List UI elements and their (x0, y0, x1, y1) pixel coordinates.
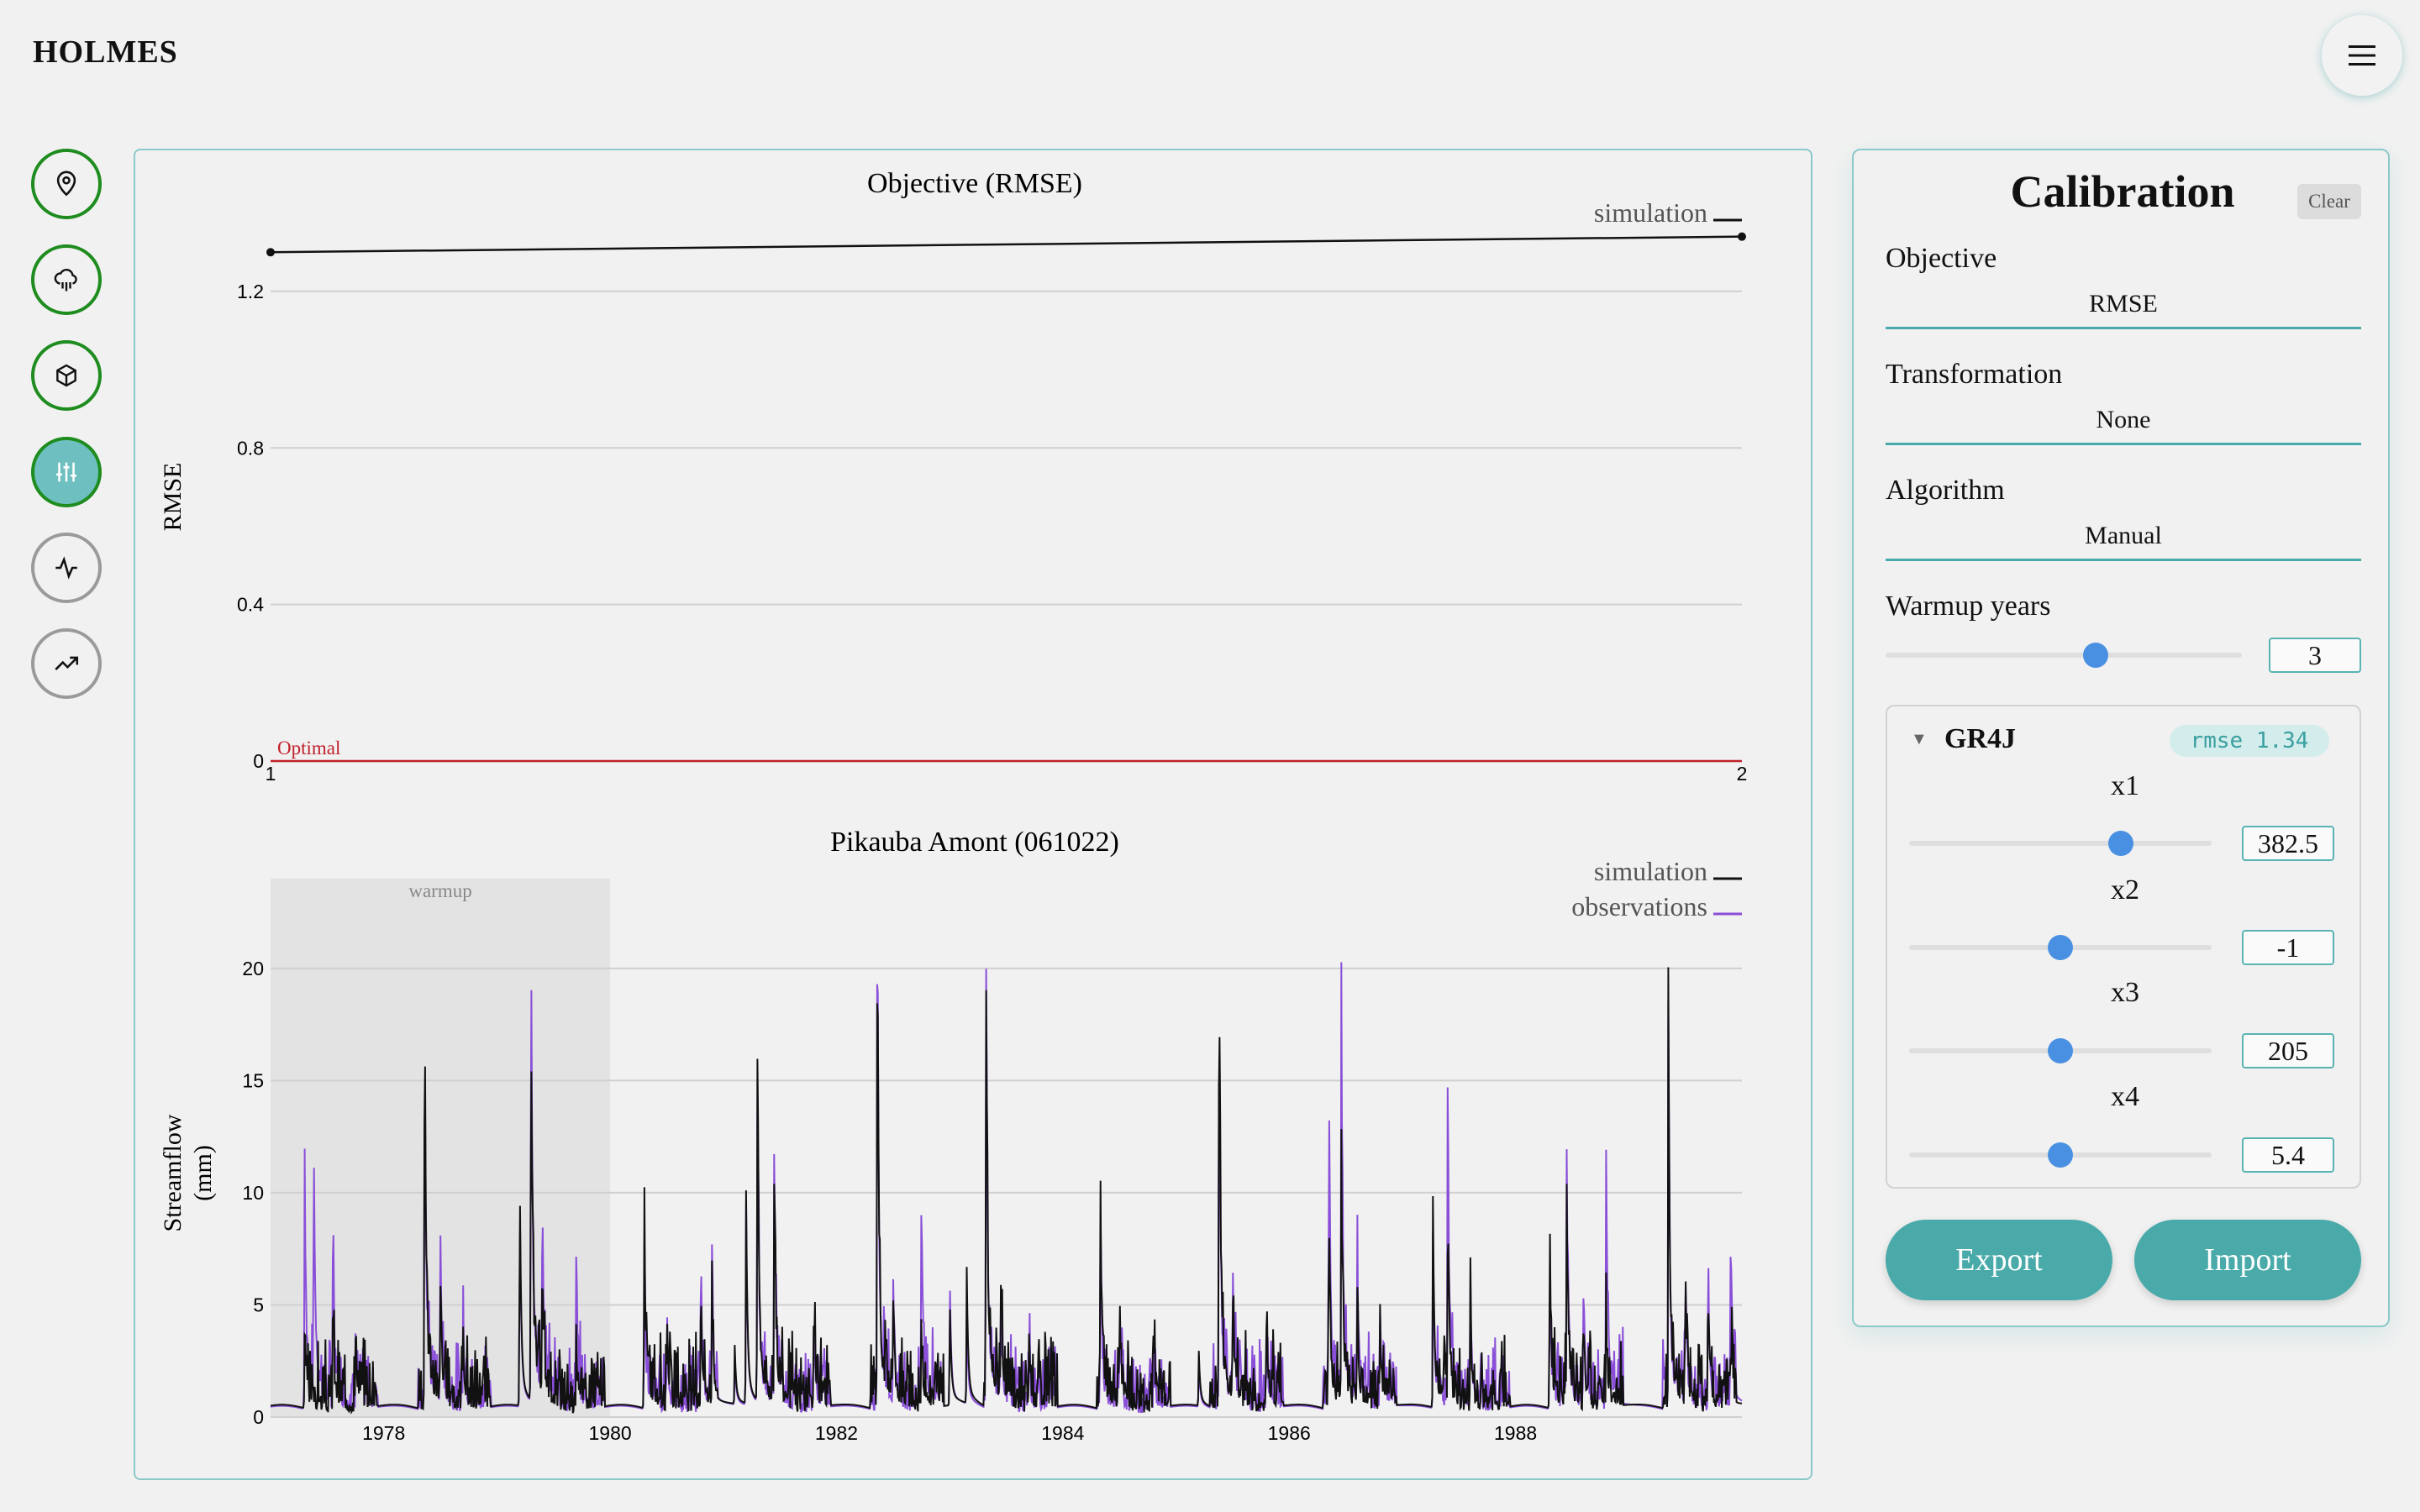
param-slider-x3-thumb[interactable] (2048, 1038, 2073, 1063)
param-label-x4: x4 (2111, 1081, 2139, 1112)
model-name[interactable]: GR4J (1944, 723, 2016, 754)
calibration-title: Calibration (2010, 166, 2235, 217)
nav-calibration-button[interactable] (31, 437, 102, 507)
nav-model-button[interactable] (31, 340, 102, 411)
streamflow-x-tick: 1978 (362, 1422, 405, 1444)
objective-point (266, 248, 275, 257)
param-label-x1: x1 (2111, 770, 2139, 801)
objective-simulation-line (270, 235, 1743, 254)
algorithm-select[interactable]: Manual (1886, 522, 2361, 561)
streamflow-y-axis-label: Streamflow (159, 1114, 187, 1231)
hamburger-icon (2349, 45, 2375, 66)
objective-y-tick: 0.8 (237, 437, 264, 459)
param-input-x4[interactable]: 5.4 (2242, 1137, 2334, 1173)
objective-point (1738, 232, 1746, 241)
objective-legend-simulation: simulation (1594, 197, 1707, 228)
model-card: ▼ GR4J rmse 1.34 x1 382.5 x2 -1 x3 205 x… (1886, 705, 2361, 1189)
objective-select[interactable]: RMSE (1886, 290, 2361, 329)
param-input-x1[interactable]: 382.5 (2242, 826, 2334, 861)
algorithm-label: Algorithm (1886, 475, 2005, 506)
nav-projection-button[interactable] (31, 628, 102, 699)
transformation-label: Transformation (1886, 359, 2063, 390)
cube-icon (56, 364, 76, 387)
charts-svg: Objective (RMSE) 0 0.4 0.8 1.2 1 2 RMSE Optimal s… (159, 168, 1748, 1444)
streamflow-x-tick: 1988 (1494, 1422, 1537, 1444)
streamflow-y-tick: 10 (242, 1182, 264, 1204)
param-label-x2: x2 (2111, 874, 2139, 906)
param-slider-x4-thumb[interactable] (2048, 1142, 2073, 1168)
streamflow-y-tick: 15 (242, 1069, 264, 1091)
streamflow-y-tick: 5 (253, 1294, 264, 1315)
objective-x-tick: 1 (266, 763, 276, 785)
param-label-x3: x3 (2111, 977, 2139, 1008)
optimal-label: Optimal (277, 738, 340, 759)
objective-chart-title: Objective (RMSE) (867, 168, 1082, 199)
warmup-slider-thumb[interactable] (2083, 643, 2109, 668)
param-slider-x2[interactable] (1909, 935, 2212, 960)
objective-y-tick: 1.2 (237, 281, 264, 302)
objective-y-tick: 0 (253, 750, 264, 772)
streamflow-x-tick: 1986 (1268, 1422, 1311, 1444)
chart-panel: Objective (RMSE) 0 0.4 0.8 1.2 1 2 RMSE Optimal s… (134, 149, 1812, 1480)
param-slider-x2-thumb[interactable] (2048, 935, 2073, 960)
param-slider-x1[interactable] (1909, 831, 2212, 856)
import-button[interactable]: Import (2134, 1220, 2361, 1300)
streamflow-y-axis-unit: (mm) (189, 1145, 217, 1201)
streamflow-x-tick: 1980 (588, 1422, 631, 1444)
streamflow-chart-title: Pikauba Amont (061022) (830, 827, 1119, 858)
warmup-label: warmup (408, 880, 471, 901)
pulse-icon (55, 556, 77, 580)
clear-button[interactable]: Clear (2297, 184, 2361, 219)
warmup-years-input[interactable]: 3 (2269, 638, 2361, 673)
calibration-panel: Calibration Clear Objective RMSE Transfo… (1852, 149, 2390, 1327)
warmup-slider[interactable] (1886, 643, 2242, 668)
legend-observations: observations (1571, 891, 1707, 921)
param-slider-x1-thumb[interactable] (2108, 831, 2133, 856)
param-slider-x3[interactable] (1909, 1038, 2212, 1063)
nav-location-button[interactable] (31, 149, 102, 219)
nav-climate-button[interactable] (31, 244, 102, 315)
collapse-triangle-icon[interactable]: ▼ (1911, 730, 1928, 748)
menu-button[interactable] (2322, 15, 2402, 96)
trending-up-icon (55, 656, 79, 670)
legend-simulation: simulation (1594, 856, 1707, 886)
simulation-line (270, 967, 1743, 1415)
objective-label: Objective (1886, 243, 1997, 274)
streamflow-x-tick: 1984 (1041, 1422, 1084, 1444)
param-input-x3[interactable]: 205 (2242, 1033, 2334, 1068)
param-slider-x4[interactable] (1909, 1142, 2212, 1168)
objective-y-tick: 0.4 (237, 594, 264, 616)
streamflow-y-tick: 0 (253, 1406, 264, 1428)
transformation-select[interactable]: None (1886, 406, 2361, 445)
streamflow-x-tick: 1982 (815, 1422, 858, 1444)
export-button[interactable]: Export (1886, 1220, 2112, 1300)
warmup-years-label: Warmup years (1886, 591, 2051, 622)
map-pin-icon (56, 171, 76, 197)
objective-x-tick: 2 (1737, 763, 1748, 785)
sliders-icon (55, 462, 77, 482)
nav-simulation-button[interactable] (31, 533, 102, 603)
app-title: HOLMES (33, 34, 178, 70)
param-input-x2[interactable]: -1 (2242, 930, 2334, 965)
objective-y-axis-label: RMSE (159, 463, 187, 532)
rain-cloud-icon (54, 268, 77, 291)
rmse-badge: rmse 1.34 (2170, 725, 2329, 757)
streamflow-y-tick: 20 (242, 958, 264, 979)
